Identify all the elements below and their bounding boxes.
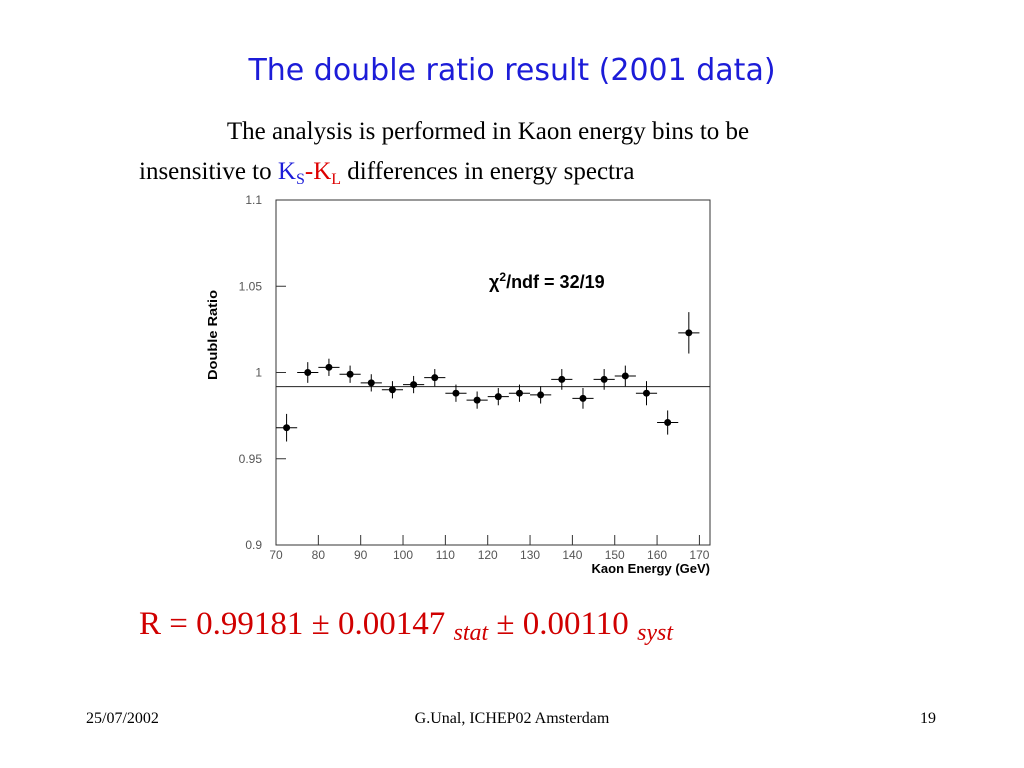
x-tick-label: 150 [605,548,625,562]
data-point [325,363,333,371]
text: insensitive to [139,158,278,185]
footer-date: 25/07/2002 [86,710,159,727]
data-point [579,394,587,402]
data-point [494,393,502,401]
x-tick-label: 80 [312,548,326,562]
chi2-annotation: χ2/ndf = 32/19 [489,270,605,292]
x-tick-label: 140 [562,548,582,562]
chi-sup: 2 [499,270,506,284]
data-point [431,374,439,382]
data-point [642,389,650,397]
data-point [685,329,693,337]
data-point [367,379,375,387]
data-point [346,370,354,378]
x-tick-label: 70 [269,548,283,562]
data-point [473,396,481,404]
data-point [558,375,566,383]
y-tick-label: 0.95 [239,452,263,466]
text: differences in energy spectra [341,158,634,185]
dash: - [305,158,313,185]
x-tick-label: 170 [689,548,709,562]
syst-label: syst [637,620,674,646]
data-point [304,369,312,376]
result-syst: ± 0.00110 [488,606,637,642]
data-point [515,389,523,397]
data-point [388,386,396,394]
stat-label: stat [453,620,489,646]
chi-rest: /ndf = 32/19 [506,272,605,292]
plot-frame [275,199,711,546]
x-tick-label: 110 [436,548,455,562]
slide-title: The double ratio result (2001 data) [247,53,775,88]
data-point [283,424,291,432]
x-tick-label: 130 [520,548,540,562]
data-point [664,419,672,427]
x-tick-label: 120 [478,548,498,562]
footer-page: 19 [920,710,936,727]
y-tick-label: 1.05 [239,279,263,293]
x-tick-label: 90 [354,548,368,562]
data-point [452,389,460,397]
y-axis-label: Double Ratio [205,290,220,380]
data-point [621,372,629,380]
ks: K [278,158,296,185]
data-point [600,375,608,383]
y-tick-label: 1 [255,366,262,380]
x-axis-label: Kaon Energy (GeV) [592,561,710,576]
intro-text: insensitive to KS-KL differences in ener… [139,158,634,188]
result: R = 0.99181 ± 0.00147 stat ± 0.00110 sys… [139,606,674,646]
chi: χ [489,272,500,292]
data-point [537,391,545,399]
intro-text: The analysis is performed in Kaon energy… [227,118,749,145]
chart: 0.9 0.95 1 1.05 1.1 70 80 90 100 110 120 130 140 150 1… [205,193,711,576]
x-tick-label: 160 [647,548,667,562]
kl: K [313,158,331,185]
y-tick-label: 0.9 [245,538,262,552]
y-tick-label: 1.1 [245,193,262,207]
footer-author: G.Unal, ICHEP02 Amsterdam [415,710,610,727]
kl-sub: L [331,171,341,188]
x-tick-label: 100 [393,548,413,562]
data-point [410,381,418,389]
result-main: R = 0.99181 ± 0.00147 [139,606,453,642]
ks-sub: S [296,171,305,188]
